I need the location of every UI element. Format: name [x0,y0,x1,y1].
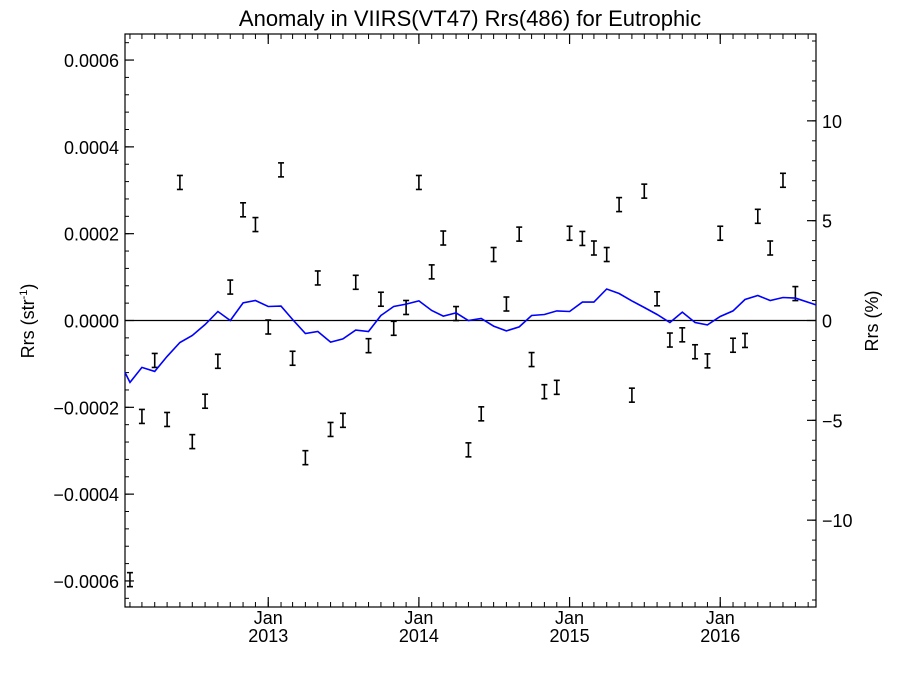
errorbar-point [189,433,196,450]
errorbar-point [403,299,410,316]
errorbar-point [730,337,737,354]
errorbar-point [339,412,346,429]
errorbar-point [240,202,247,218]
errorbar-point [528,351,535,368]
right-axis: −10 −5 0 5 10 [807,40,853,601]
errorbar-point [717,225,724,242]
left-tick-label: −0.0002 [53,398,119,418]
x-tick-year: 2015 [550,626,590,646]
x-tick-month: Jan [254,608,283,628]
errorbar-point [352,274,359,291]
errorbar-point [767,240,774,256]
errorbar-point [692,343,699,360]
errorbar-point [541,383,548,400]
right-tick-label: −5 [822,411,843,431]
errorbar-point [440,230,447,246]
errorbar-point [478,406,485,422]
errorbar-point [214,353,221,370]
left-tick-label: 0.0006 [64,51,119,71]
errorbar-point [365,337,372,354]
left-tick-label: 0.0000 [64,312,119,332]
left-tick-label: −0.0006 [53,572,119,592]
errorbar-point [679,327,686,343]
errorbar-point [126,571,133,588]
x-tick-month: Jan [555,608,584,628]
errorbar-point [654,290,661,307]
errorbar-point [704,353,711,369]
chart-title: Anomaly in VIIRS(VT47) Rrs(486) for Eutr… [239,6,701,31]
errorbar-point [465,442,472,458]
x-tick-year: 2014 [399,626,439,646]
errorbar-point [516,226,523,242]
errorbar-point [278,162,285,178]
x-tick-month: Jan [706,608,735,628]
errorbar-point [503,296,510,312]
x-tick-year: 2016 [700,626,740,646]
errorbar-point [590,240,597,256]
right-tick-label: 10 [822,112,842,132]
percent-line [124,288,817,384]
errorbar-point [666,332,673,348]
errorbar-point [314,270,321,286]
errorbar-point [415,174,422,191]
errorbar-point [289,350,296,367]
errorbar-point [566,225,573,242]
y-axis-left-label: Rrs (str-1) [18,284,38,359]
left-axis: −0.0006 −0.0004 −0.0002 0.0000 0.0002 0.0004 0… [53,42,134,599]
left-tick-label: −0.0004 [53,485,119,505]
errorbar-point [779,172,786,189]
errorbar-point [151,352,158,369]
x-tick-month: Jan [404,608,433,628]
errorbar-point [579,230,586,247]
errorbar-point [202,393,209,410]
y-axis-right-label: Rrs (%) [862,291,882,352]
errorbar-point [265,319,272,335]
errorbar-point [641,183,648,199]
errorbar-point [616,196,623,213]
errorbar-point [377,291,384,308]
errorbar-point [490,246,497,263]
errorbar-point [302,449,309,466]
errorbar-point [428,264,435,280]
errorbar-point [553,379,560,396]
right-tick-label: 5 [822,212,832,232]
errorbar-point [628,387,635,403]
errorbar-point [227,279,234,295]
errorbar-point [176,174,183,191]
errorbar-point [603,246,610,263]
left-tick-label: 0.0004 [64,138,119,158]
errorbar-point [164,411,171,428]
errorbar-point [754,208,761,225]
right-tick-label: 0 [822,312,832,332]
right-tick-label: −10 [822,511,853,531]
errorbar-point [252,216,259,233]
errorbar-point [138,408,145,425]
errorbar-point [742,332,749,349]
percent-line-path [124,288,817,384]
errorbar-point [327,421,334,438]
left-tick-label: 0.0002 [64,225,119,245]
anomaly-errorbars [126,162,799,588]
errorbar-point [390,320,397,337]
x-tick-year: 2013 [248,626,288,646]
